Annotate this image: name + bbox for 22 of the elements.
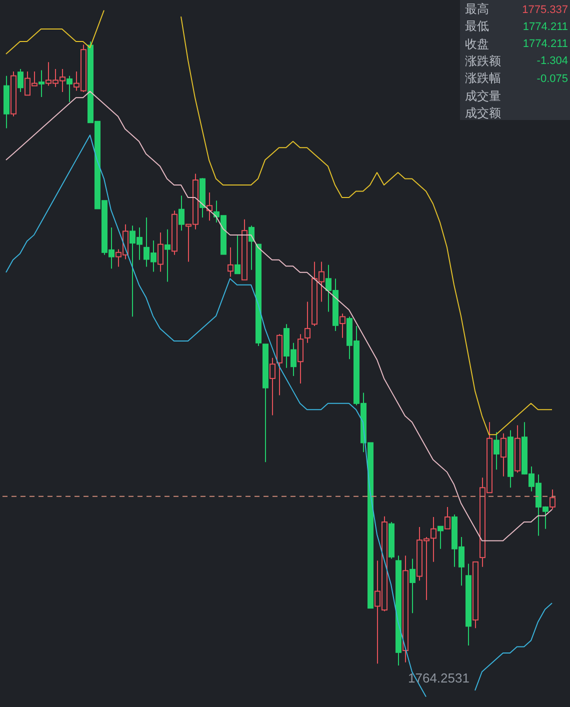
- info-panel: 最高 1775.337 最低 1774.211 收盘 1774.211 涨跌额 -1.304 涨跌幅 -0.075 成交量 成交额: [460, 0, 570, 120]
- candlestick: [270, 357, 276, 416]
- candlestick: [304, 301, 310, 344]
- candlestick: [430, 516, 436, 562]
- candlestick: [178, 195, 184, 232]
- candlestick: [550, 489, 556, 510]
- candlestick: [228, 246, 234, 278]
- annotation: 成交量: [465, 88, 501, 104]
- candlestick: [234, 235, 240, 274]
- candlestick: [340, 313, 346, 338]
- candlestick: [410, 558, 416, 614]
- candlestick: [164, 228, 170, 282]
- candlestick: [500, 432, 506, 477]
- candlestick: [438, 526, 444, 550]
- candlestick: [66, 75, 72, 103]
- candlestick: [158, 232, 164, 272]
- candlestick: [18, 68, 24, 93]
- annotation: 成交额: [465, 104, 501, 122]
- candlestick: [298, 334, 304, 384]
- candlestick: [38, 70, 44, 98]
- candlestick: [444, 506, 450, 530]
- candlestick: [494, 432, 500, 470]
